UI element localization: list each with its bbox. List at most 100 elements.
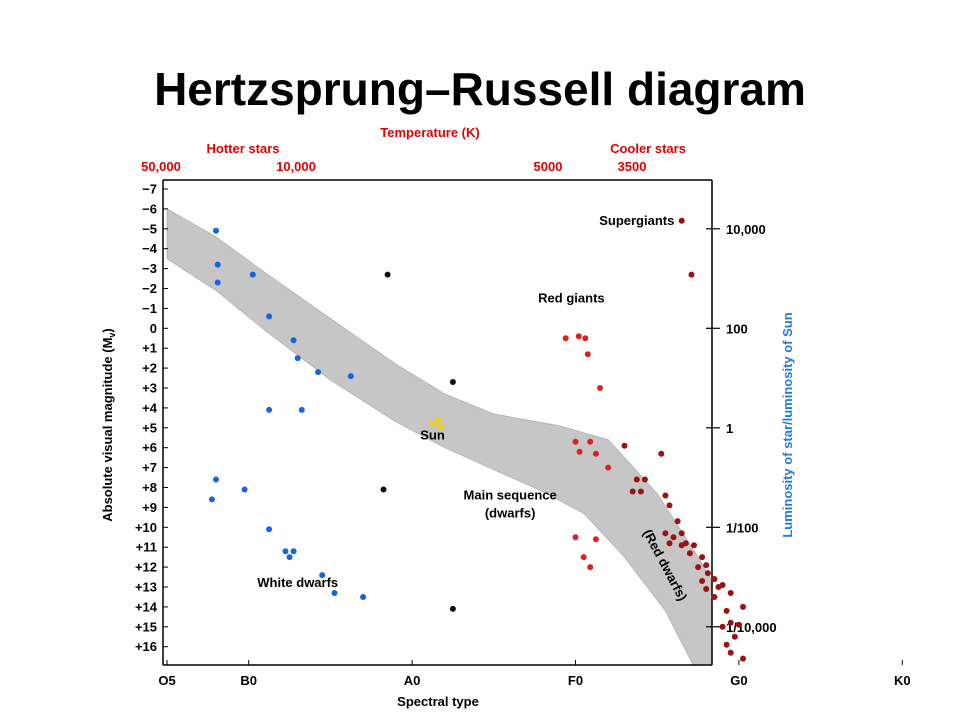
star-point [575,333,582,340]
y-tick-label: +4 [142,400,158,415]
temperature-tick-label: 10,000 [276,159,316,174]
main-sequence-band [166,208,712,665]
star-point [719,623,726,630]
star-point [723,641,730,648]
star-point [592,450,599,457]
star-point [384,271,391,278]
star-point [360,594,367,600]
temperature-tick-label: 3500 [618,159,647,174]
luminosity-tick-label: 1 [726,421,733,436]
temperature-tick-label: 50,000 [141,159,181,174]
y-tick-label: +1 [142,341,157,356]
y-axis-title: Absolute visual magnitude (Mv) [100,328,117,522]
star-point [678,217,685,224]
y-tick-label: +6 [142,440,157,455]
star-point [674,518,681,525]
y-tick-label: +10 [135,520,157,535]
star-point [331,590,338,596]
cooler-stars-label: Cooler stars [610,141,686,156]
y-tick-label: −7 [142,182,157,197]
star-point [576,448,583,455]
star-point [688,271,695,278]
star-point [719,582,726,588]
y-tick-label: +15 [135,619,157,634]
hotter-stars-label: Hotter stars [207,141,280,156]
star-point [347,373,354,380]
y-tick-label: −2 [142,281,157,296]
star-point [582,335,589,342]
region-label: Main sequence [464,487,557,502]
y-tick-label: +5 [142,420,157,435]
y-tick-label: −5 [142,221,157,236]
star-point [298,406,305,413]
star-point [605,464,612,471]
star-point [282,548,289,555]
star-point [266,526,273,533]
slide-title: Hertzsprung–Russell diagram [154,63,806,115]
y-axis-title-main: Absolute visual magnitude (M [100,338,115,522]
star-point [662,492,669,499]
star-point [286,554,293,561]
y-tick-label: +14 [135,599,158,614]
x-tick-label: F0 [568,673,583,688]
star-point [735,621,742,628]
star-point [704,570,711,577]
star-point [662,530,669,537]
star-point [266,406,273,413]
star-point [711,594,718,600]
region-label: Supergiants [599,213,674,228]
star-point [727,619,734,626]
star-point [584,351,591,358]
y-tick-label: −6 [142,201,157,216]
star-point [241,486,248,493]
star-point [727,649,734,656]
star-point [213,227,219,234]
star-point [731,633,738,640]
y-axis-title-close: ) [100,328,115,332]
y-tick-label: −3 [142,261,157,276]
star-point [633,476,640,483]
star-point [629,488,636,495]
star-point [695,564,702,571]
region-label: Red giants [538,290,604,305]
star-points [208,217,746,662]
star-point [703,586,710,592]
star-point [214,279,221,286]
y-tick-label: 0 [150,321,157,336]
star-point [562,335,569,342]
star-point [290,337,297,344]
star-point [435,416,442,423]
star-point [658,450,665,457]
star-point [699,578,706,584]
temperature-axis: Temperature (K) Hotter stars Cooler stars 5… [141,125,686,174]
star-point [678,530,685,537]
star-point [711,576,718,582]
luminosity-axis-title: Luminosity of star/luminosity of Sun [780,312,795,537]
star-point [587,564,594,571]
x-tick-label: G0 [730,673,747,688]
star-point [592,536,599,543]
star-point [727,590,734,596]
star-point [380,486,387,493]
star-point [670,534,677,541]
region-label: Sun [420,428,445,443]
y-tick-label: −4 [142,241,158,256]
star-point [699,554,706,561]
star-point [723,607,730,614]
plot-frame [162,179,713,666]
y-tick-label: +7 [142,460,157,475]
y-tick-label: −1 [142,301,157,316]
region-label: (dwarfs) [485,505,536,520]
star-point [686,550,693,557]
y-tick-label: +11 [136,540,157,555]
star-point [266,313,273,320]
star-point [740,655,746,662]
star-point [666,502,673,509]
star-point [678,542,685,549]
star-point [637,488,644,495]
luminosity-tick-label: 1/100 [726,520,759,535]
star-point [213,476,219,483]
star-point [290,548,297,555]
